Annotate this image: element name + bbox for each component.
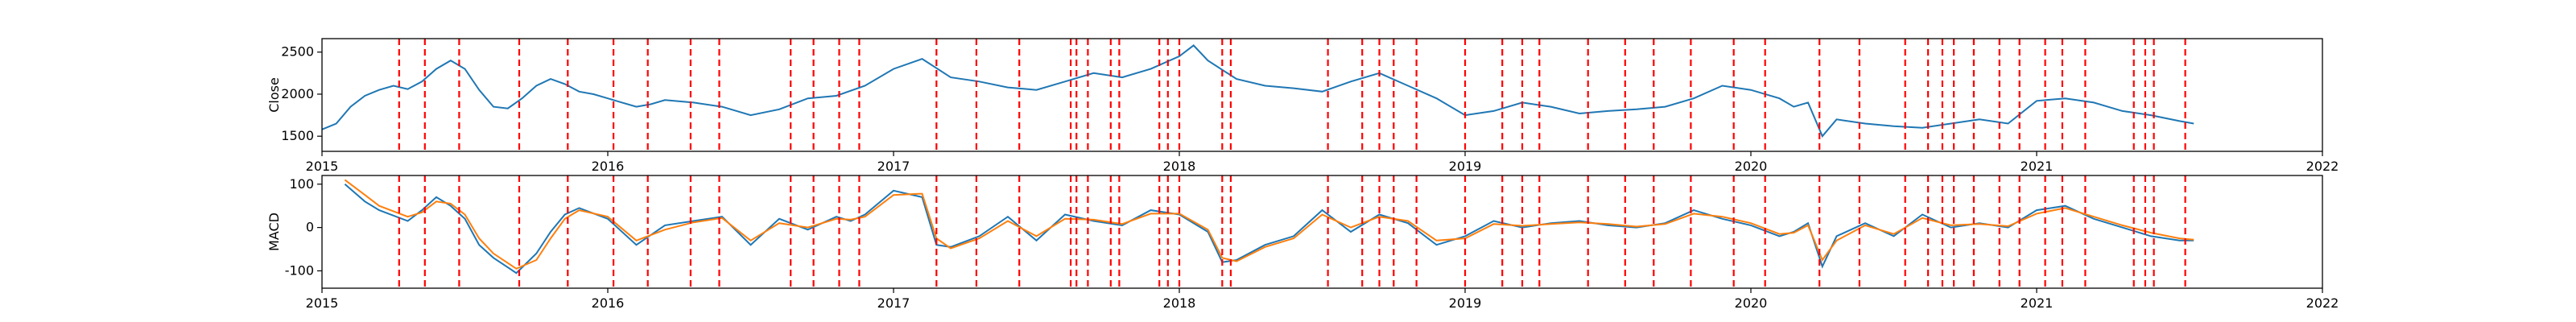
close-price-panel: 2015 2016 2017 2018 2019 2020 2021 2022 1500 2000…	[266, 38, 2339, 174]
x-tick-label: 2018	[1163, 295, 1196, 311]
x-tick-label: 2020	[1735, 159, 1768, 174]
x-tick-label: 2019	[1449, 159, 1482, 174]
x-tick-label: 2016	[592, 295, 625, 311]
x-tick-label: 2021	[2021, 159, 2054, 174]
x-tick-label: 2022	[2306, 159, 2339, 174]
y-axis-label: Close	[266, 77, 282, 113]
x-tick-label: 2022	[2306, 295, 2339, 311]
plot-frame	[321, 38, 2323, 152]
series-line-1	[344, 179, 2194, 270]
x-tick-label: 2015	[306, 295, 339, 311]
plot-frame	[321, 175, 2323, 289]
x-tick-label: 2017	[877, 295, 910, 311]
macd-panel: 2015 2016 2017 2018 2019 2020 2021 2022 -100 0 100…	[266, 175, 2339, 311]
y-tick-label: -100	[285, 262, 314, 278]
x-tick-label: 2018	[1163, 159, 1196, 174]
x-tick-label: 2016	[592, 159, 625, 174]
series-line-0	[344, 184, 2194, 275]
series-line-0	[321, 44, 2194, 138]
x-tick-label: 2020	[1735, 295, 1768, 311]
x-tick-label: 2019	[1449, 295, 1482, 311]
y-tick-label: 2000	[281, 86, 314, 101]
x-tick-label: 2015	[306, 159, 339, 174]
y-tick-label: 100	[289, 176, 314, 192]
y-tick-label: 2500	[281, 44, 314, 60]
x-tick-label: 2021	[2021, 295, 2054, 311]
y-tick-label: 0	[306, 220, 314, 235]
y-tick-label: 1500	[281, 128, 314, 143]
x-tick-label: 2017	[877, 159, 910, 174]
y-axis-label: MACD	[266, 213, 282, 251]
